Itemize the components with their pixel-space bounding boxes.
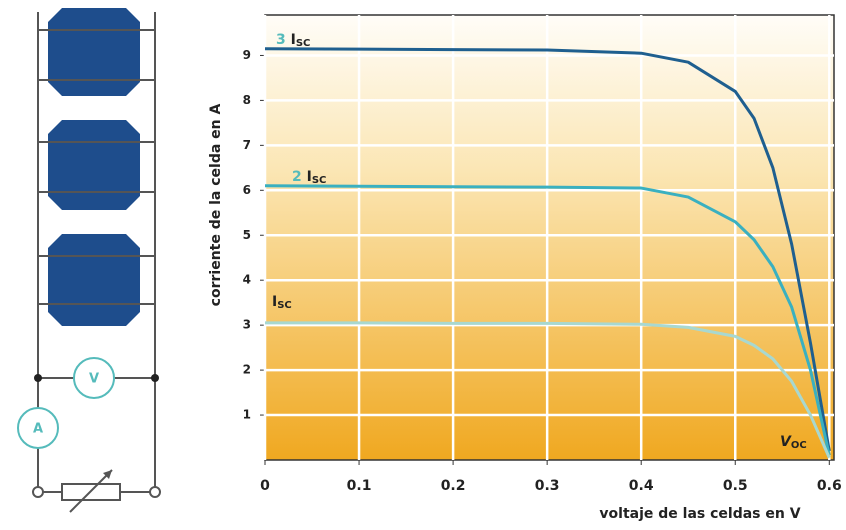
- annotation-prefix: 2: [292, 169, 302, 185]
- x-tick-label: 0.3: [535, 478, 560, 494]
- y-tick-label: 8: [243, 93, 251, 107]
- x-tick-label: 0: [260, 478, 270, 494]
- x-tick-label: 0.4: [629, 478, 654, 494]
- y-tick-label: 4: [243, 273, 251, 287]
- x-tick-label: 0.2: [441, 478, 466, 494]
- plot-area: [265, 15, 834, 460]
- y-axis-label: corriente de la celda en A: [208, 104, 224, 307]
- y-tick-label: 2: [243, 363, 251, 377]
- x-tick-label: 0.6: [817, 478, 842, 494]
- annotation-prefix: 3: [276, 32, 286, 48]
- voltmeter-label: V: [89, 372, 99, 387]
- annotation-sub: SC: [312, 175, 327, 186]
- annotation-sub: SC: [296, 38, 311, 49]
- ammeter-label: A: [33, 422, 43, 437]
- y-tick-label: 3: [243, 318, 251, 332]
- x-axis-label: voltaje de las celdas en V: [599, 506, 800, 522]
- y-tick-label: 1: [243, 408, 251, 422]
- annotation-sub: SC: [277, 300, 292, 311]
- circuit-diagram: V A: [18, 8, 160, 512]
- y-tick-label: 9: [243, 48, 251, 62]
- chart: V A corriente de la celda en A voltaje d…: [0, 0, 846, 526]
- x-tick-label: 0.1: [347, 478, 372, 494]
- annotation-sub: OC: [791, 440, 807, 451]
- y-tick-label: 5: [243, 228, 251, 242]
- y-tick-label: 6: [243, 183, 251, 197]
- x-tick-label: 0.5: [723, 478, 748, 494]
- y-tick-label: 7: [243, 138, 251, 152]
